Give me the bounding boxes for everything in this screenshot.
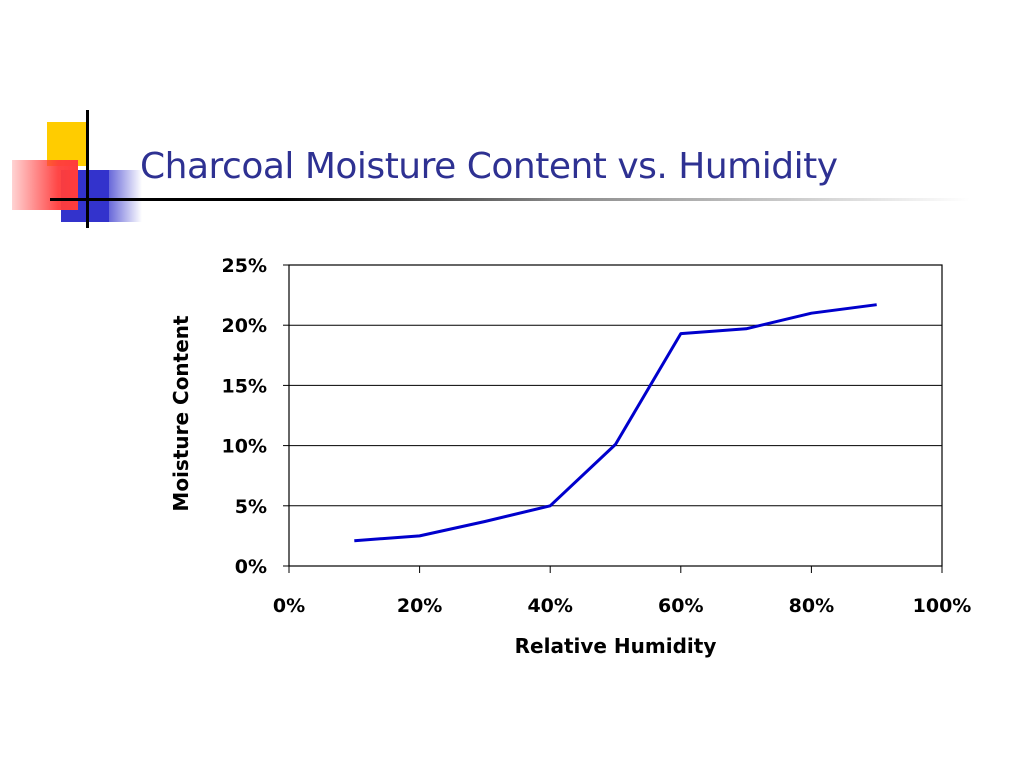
- y-tick-label: 10%: [222, 436, 267, 458]
- y-tick-label: 15%: [222, 375, 267, 397]
- decor-yellow-square: [47, 122, 88, 166]
- x-tick-label: 60%: [658, 595, 703, 617]
- x-tick-label: 80%: [789, 595, 834, 617]
- y-axis-tick-labels: 0% 5% 10% 15% 20% 25%: [222, 255, 267, 578]
- title-underline-rule: [50, 198, 970, 201]
- decor-blue-fade: [104, 170, 142, 222]
- decor-vertical-rule: [86, 110, 89, 228]
- y-tick-label: 25%: [222, 255, 267, 277]
- x-tick-label: 20%: [397, 595, 442, 617]
- x-axis-title: Relative Humidity: [515, 634, 717, 658]
- x-tick-label: 100%: [913, 595, 972, 617]
- y-tick-label: 20%: [222, 315, 267, 337]
- x-axis-tick-labels: 0% 20% 40% 60% 80% 100%: [273, 595, 971, 617]
- y-tick-label: 5%: [235, 496, 267, 518]
- x-tick-label: 40%: [527, 595, 572, 617]
- chart-gridlines: [283, 264, 942, 567]
- series-line: [354, 303, 877, 543]
- y-tick-label: 0%: [235, 556, 267, 578]
- slide-title: Charcoal Moisture Content vs. Humidity: [140, 146, 838, 187]
- decor-red-square: [12, 160, 78, 210]
- x-tick-label: 0%: [273, 595, 305, 617]
- y-axis-title: Moisture Content: [169, 315, 193, 512]
- plot-area-border: [288, 264, 943, 567]
- x-axis-ticks: [288, 566, 943, 573]
